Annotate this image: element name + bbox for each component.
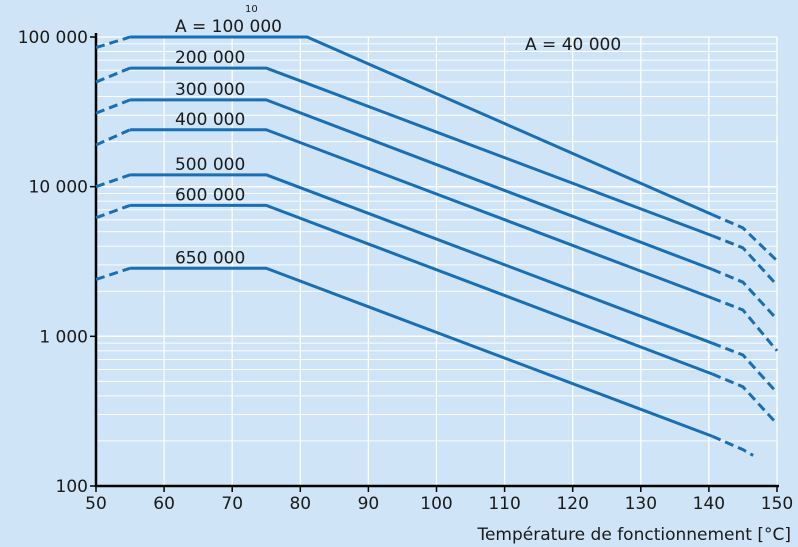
axes-layer: 50 60 70 80 90 100 110 120 130 140 150 100 1 000 10 0… <box>18 28 794 514</box>
label-layer: A = 100 000 200 000 300 000 400 000 500 000 6… <box>175 17 621 268</box>
x-tick-label: 140 <box>693 494 725 514</box>
x-tick-label: 100 <box>420 494 452 514</box>
series-group <box>95 66 779 287</box>
series-line-dashed-start <box>95 173 131 189</box>
x-tick-label: 80 <box>289 494 311 514</box>
annotation-label: A = 40 000 <box>525 35 621 55</box>
x-tick-label: 120 <box>556 494 588 514</box>
series-group <box>95 173 779 394</box>
series-line <box>130 203 713 376</box>
x-tick-label: 70 <box>221 494 243 514</box>
x-tick-label: 60 <box>153 494 175 514</box>
series-label: 300 000 <box>175 80 245 100</box>
x-tick-label: 50 <box>85 494 107 514</box>
series-line-dashed-start <box>95 266 131 281</box>
series-line <box>130 266 713 438</box>
x-tick-label: 130 <box>625 494 657 514</box>
series-label: 500 000 <box>175 155 245 175</box>
y-tick-label: 10 000 <box>29 178 88 198</box>
series-line-dashed-end <box>711 296 779 352</box>
series-line-dashed-start <box>95 98 131 115</box>
series-group <box>95 203 779 425</box>
series-label: 200 000 <box>175 48 245 68</box>
axis-title-fragment: 10 <box>245 4 258 15</box>
series-line-dashed-start <box>95 35 131 49</box>
series-line <box>130 98 713 271</box>
y-tick-label: 100 000 <box>18 28 88 48</box>
x-tick-label: 90 <box>358 494 380 514</box>
series-label: 650 000 <box>175 248 245 268</box>
series-line-dashed-end <box>711 268 779 321</box>
series-line <box>130 35 713 217</box>
series-group <box>95 266 754 457</box>
series-line <box>130 173 713 345</box>
series-line-dashed-end <box>711 213 779 262</box>
series-group <box>95 128 779 352</box>
x-tick-label: 110 <box>488 494 520 514</box>
series-layer <box>95 35 779 457</box>
x-axis-title: Température de fonctionnement [°C] <box>476 525 791 545</box>
y-tick-label: 1 000 <box>39 327 88 347</box>
series-line <box>130 66 713 238</box>
series-line-dashed-end <box>711 341 779 394</box>
series-group <box>95 35 779 262</box>
series-line-dashed-start <box>95 203 131 220</box>
x-tick-label: 150 <box>761 494 793 514</box>
series-label: A = 100 000 <box>175 17 282 37</box>
series-line-dashed-start <box>95 128 131 147</box>
series-group <box>95 98 779 321</box>
series-line-dashed-end <box>711 234 779 287</box>
series-label: 400 000 <box>175 110 245 130</box>
series-line-dashed-end <box>711 434 754 457</box>
y-tick-label: 100 <box>56 477 88 497</box>
series-label: 600 000 <box>175 185 245 205</box>
series-line-dashed-start <box>95 66 131 84</box>
series-line-dashed-end <box>711 372 779 425</box>
series-line <box>130 128 713 300</box>
